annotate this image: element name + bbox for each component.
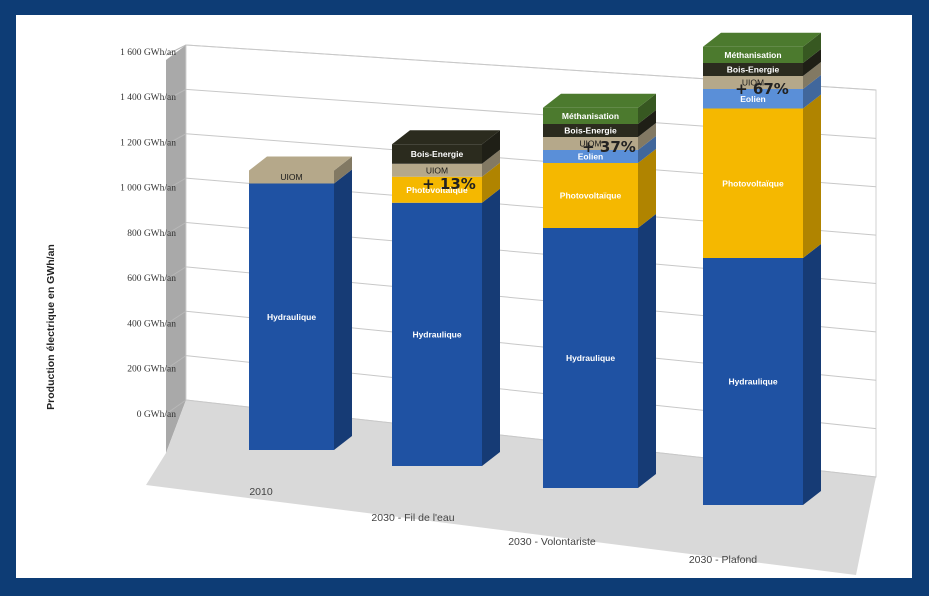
segment-label: Photovoltaïque xyxy=(722,178,784,188)
gridline-side xyxy=(165,266,187,280)
segment-label: Eolien xyxy=(740,94,766,104)
bar-segment-side xyxy=(803,49,821,76)
segment-label: UIOM xyxy=(742,78,764,88)
bars: Hydraulique UIOM Hydraulique Photovoltaïque… xyxy=(249,32,821,505)
bar-segment xyxy=(703,108,803,258)
bar-segment-side xyxy=(482,149,500,177)
segment-label: Photovoltaïque xyxy=(406,185,468,195)
segment-label: Bois-Energie xyxy=(411,149,464,159)
gridline-side xyxy=(165,310,187,325)
bar-segment xyxy=(392,163,482,177)
gridline-side xyxy=(165,88,187,101)
category-labels: 2010 2030 - Fil de l'eau 2030 - Volontaris… xyxy=(249,486,757,566)
bar-segment xyxy=(543,107,638,124)
segment-label: Bois-Energie xyxy=(564,126,617,136)
gridline-side xyxy=(165,222,187,235)
bar-stack: Hydraulique Photovoltaïque UIOM Bois-Energi… xyxy=(392,130,500,466)
bar-segment xyxy=(703,76,803,89)
bar-segment xyxy=(392,202,482,466)
bar-stack: Hydraulique Photovoltaïque Eolien UIOM Bois-… xyxy=(703,32,821,505)
bar-segment-top xyxy=(543,93,656,108)
y-tick-label: 800 GWh/an xyxy=(127,229,176,239)
segment-label: Hydraulique xyxy=(412,329,461,339)
bar-stack: Hydraulique UIOM xyxy=(249,156,352,450)
y-tick-label: 1 000 GWh/an xyxy=(120,184,176,194)
category-label: 2030 - Plafond xyxy=(689,554,757,566)
y-tick-label: 1 600 GWh/an xyxy=(120,48,176,58)
segment-label: Méthanisation xyxy=(562,111,619,121)
bar-segment-side xyxy=(803,75,821,109)
gridline-side xyxy=(165,133,187,146)
bar-segment-side xyxy=(638,110,656,137)
side-wall xyxy=(166,45,186,453)
segment-label: Hydraulique xyxy=(267,312,316,322)
y-tick-label: 0 GWh/an xyxy=(137,410,177,420)
category-label: 2030 - Fil de l'eau xyxy=(371,512,454,524)
bar-segment xyxy=(543,137,638,150)
bar-segment-side xyxy=(803,244,821,505)
bar-segment-side xyxy=(803,32,821,63)
segment-label: Hydraulique xyxy=(728,377,777,387)
bar-segment-side xyxy=(482,162,500,203)
bar-segment xyxy=(703,46,803,63)
bar-chart: 0 GWh/an 200 GWh/an 400 GWh/an 600 GWh/an 80… xyxy=(45,32,877,575)
segment-label: UIOM xyxy=(426,165,448,175)
bar-segment xyxy=(543,150,638,163)
increase-label: + 13% xyxy=(422,175,476,193)
y-tick-label: 400 GWh/an xyxy=(127,319,176,329)
gridline-side xyxy=(165,355,187,370)
bar-segment xyxy=(392,176,482,203)
gridline-side xyxy=(165,44,187,56)
bar-segment xyxy=(249,170,334,184)
bar-segment-side xyxy=(334,156,352,184)
segment-label: Photovoltaïque xyxy=(560,191,622,201)
y-tick-label: 600 GWh/an xyxy=(127,274,176,284)
bar-segment-top xyxy=(703,32,821,47)
bar-segment xyxy=(392,144,482,164)
segment-label: UIOM xyxy=(579,139,601,149)
segment-label: Hydraulique xyxy=(566,353,615,363)
bar-segment-top xyxy=(249,156,352,171)
gridline-side xyxy=(165,399,187,415)
increase-label: + 37% xyxy=(582,138,636,156)
y-axis-label: Production électrique en GWh/an xyxy=(45,244,57,410)
bar-segment xyxy=(703,89,803,109)
bar-segment-side xyxy=(803,94,821,258)
bar-segment xyxy=(543,228,638,488)
category-label: 2030 - Volontariste xyxy=(508,536,596,548)
y-tick-label: 1 200 GWh/an xyxy=(120,138,176,148)
bar-segment-side xyxy=(638,136,656,163)
bar-segment-side xyxy=(638,123,656,150)
bar-segment xyxy=(703,258,803,505)
bar-segment-side xyxy=(638,214,656,488)
bar-segment xyxy=(249,183,334,450)
segment-label: Méthanisation xyxy=(724,50,781,60)
bar-segment xyxy=(543,124,638,137)
y-tick-label: 1 400 GWh/an xyxy=(120,93,176,103)
bar-segment-side xyxy=(638,93,656,124)
increase-label: + 67% xyxy=(735,80,789,98)
bar-segment-side xyxy=(334,169,352,450)
bar-segment xyxy=(703,63,803,76)
bar-segment-side xyxy=(482,188,500,466)
category-label: 2010 xyxy=(249,486,273,498)
gridline-side xyxy=(165,177,187,191)
bar-segment-side xyxy=(803,62,821,89)
y-tick-label: 200 GWh/an xyxy=(127,365,176,375)
chart-frame: 0 GWh/an 200 GWh/an 400 GWh/an 600 GWh/an 80… xyxy=(16,15,912,578)
bar-segment-side xyxy=(638,149,656,228)
segment-label: Bois-Energie xyxy=(727,65,780,75)
bar-segment-side xyxy=(482,130,500,164)
bar-segment xyxy=(543,163,638,228)
increase-labels: + 13% + 37% + 67% xyxy=(422,80,789,193)
segment-label: UIOM xyxy=(280,172,302,182)
segment-label: Eolien xyxy=(578,152,604,162)
y-tick-labels: 0 GWh/an 200 GWh/an 400 GWh/an 600 GWh/an 80… xyxy=(120,48,176,420)
bar-segment-top xyxy=(392,130,500,145)
bar-stack: Hydraulique Photovoltaïque Eolien UIOM Bois-… xyxy=(543,93,656,488)
